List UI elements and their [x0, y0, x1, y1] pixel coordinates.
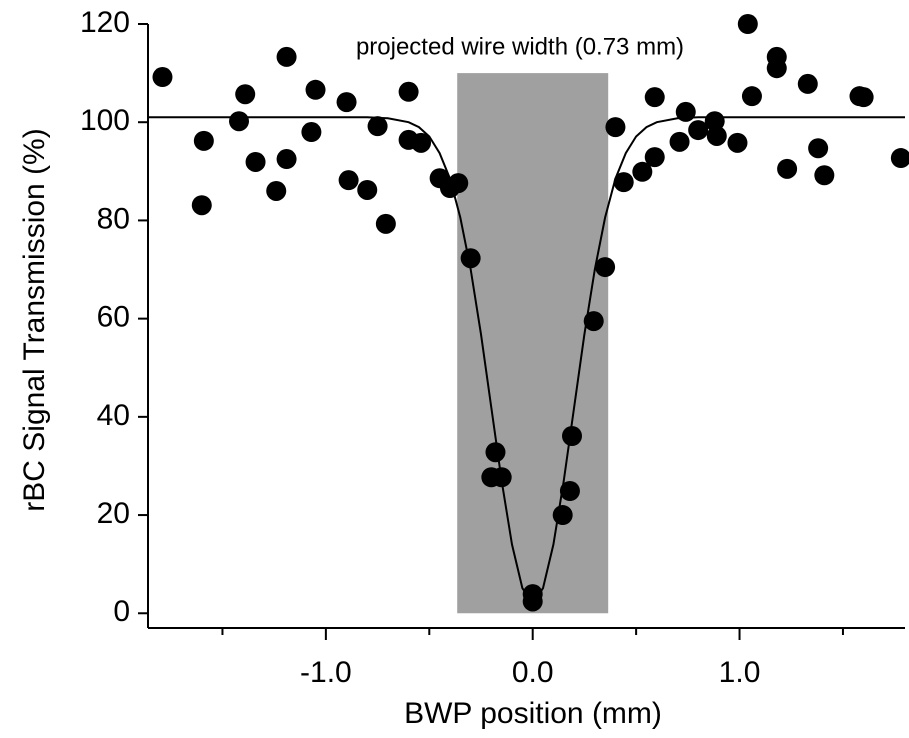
data-point	[245, 151, 266, 172]
shaded-region	[457, 73, 609, 614]
data-point	[276, 46, 297, 67]
y-tick-label: 40	[97, 399, 130, 432]
data-point	[552, 505, 573, 526]
data-point	[191, 195, 212, 216]
data-point	[266, 180, 287, 201]
data-point	[808, 138, 829, 159]
data-point	[583, 311, 604, 332]
data-point	[595, 257, 616, 278]
x-tick-label: 0.0	[512, 656, 554, 689]
data-point	[644, 147, 665, 168]
data-point	[485, 442, 506, 463]
data-point	[814, 165, 835, 186]
data-point	[367, 116, 388, 137]
y-tick-label: 60	[97, 301, 130, 334]
data-point	[632, 161, 653, 182]
y-tick-label: 100	[80, 104, 130, 137]
data-point	[741, 86, 762, 107]
data-point	[301, 122, 322, 143]
data-point	[235, 84, 256, 105]
data-point	[605, 117, 626, 138]
data-point	[669, 131, 690, 152]
data-point	[152, 67, 173, 88]
annotation: projected wire width (0.73 mm)	[356, 33, 684, 60]
x-tick-label: -1.0	[300, 656, 352, 689]
data-point	[193, 130, 214, 151]
data-point	[398, 81, 419, 102]
data-point	[777, 158, 798, 179]
data-point	[727, 132, 748, 153]
data-point	[491, 467, 512, 488]
data-point	[357, 179, 378, 200]
data-point	[338, 170, 359, 191]
y-tick-label: 80	[97, 202, 130, 235]
data-point	[613, 172, 634, 193]
data-point	[522, 591, 543, 612]
data-point	[448, 173, 469, 194]
data-point	[890, 148, 909, 169]
data-point	[797, 73, 818, 94]
data-point	[766, 58, 787, 79]
data-point	[737, 14, 758, 34]
data-point	[336, 92, 357, 113]
y-tick-label: 120	[80, 6, 130, 39]
data-point	[229, 111, 250, 132]
data-point	[644, 87, 665, 108]
data-point	[562, 425, 583, 446]
data-point	[276, 149, 297, 170]
data-point	[460, 248, 481, 269]
data-point	[853, 87, 874, 108]
x-tick-label: 1.0	[719, 656, 761, 689]
data-point	[411, 132, 432, 153]
data-point	[675, 101, 696, 122]
y-axis-title: rBC Signal Transmission (%)	[18, 128, 51, 511]
y-tick-label: 20	[97, 497, 130, 530]
data-point	[559, 480, 580, 501]
data-point	[375, 213, 396, 234]
data-point	[305, 79, 326, 100]
data-point	[688, 120, 709, 141]
data-point	[706, 125, 727, 146]
data-point	[704, 111, 725, 132]
x-axis-title: BWP position (mm)	[404, 697, 662, 730]
y-tick-label: 0	[113, 595, 130, 628]
